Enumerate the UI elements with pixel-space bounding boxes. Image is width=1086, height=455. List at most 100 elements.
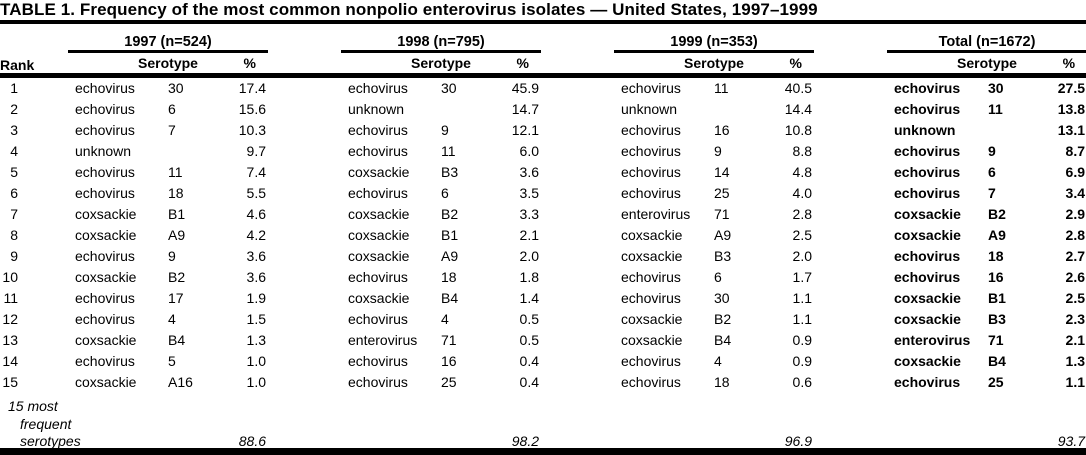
- serotype-name: echovirus: [75, 311, 135, 327]
- percent-cell: 14.7: [511, 101, 539, 117]
- serotype-name: coxsackie: [894, 227, 961, 243]
- column-gap: [268, 99, 341, 120]
- serotype-number: 16: [714, 122, 730, 138]
- column-gap: [814, 51, 887, 78]
- serotype-cell: echovirus 25: [887, 372, 1015, 393]
- percent-cell: 2.8: [1065, 227, 1086, 243]
- serotype-name: echovirus: [621, 185, 681, 201]
- percent-cell: 15.6: [238, 101, 266, 117]
- top-rule: [0, 20, 1086, 24]
- percent-cell: 0.5: [519, 332, 539, 348]
- rank-value: 10: [2, 269, 18, 285]
- percent-cell: 4.6: [246, 206, 266, 222]
- serotype-cell: coxsackie B1: [68, 204, 196, 225]
- serotype-cell: coxsackie B3: [887, 309, 1015, 330]
- rank-header: Rank: [0, 51, 68, 78]
- percent-cell: 9.7: [246, 143, 266, 159]
- rank-cell: 2: [0, 99, 68, 120]
- rank-value: 2: [10, 101, 18, 117]
- serotype-cell: enterovirus 71: [341, 330, 469, 351]
- column-gap: [814, 351, 887, 372]
- serotype-name: unknown: [621, 101, 678, 117]
- percent-cell: 2.8: [792, 206, 812, 222]
- serotype-cell: echovirus 9: [68, 246, 196, 267]
- column-gap: [541, 288, 614, 309]
- column-gap: [541, 51, 614, 78]
- rank-value: 7: [10, 206, 18, 222]
- group-colhead-1999: Serotype %: [614, 51, 814, 78]
- column-gap: [268, 28, 341, 52]
- rank-cell: 5: [0, 162, 68, 183]
- serotype-number: 18: [441, 269, 457, 285]
- column-gap: [814, 288, 887, 309]
- column-gap: [541, 246, 614, 267]
- rank-cell: 14: [0, 351, 68, 372]
- percent-cell: 2.0: [792, 248, 812, 264]
- serotype-cell: enterovirus 71: [887, 330, 1015, 351]
- serotype-name: coxsackie: [348, 164, 410, 180]
- percent-cell: 0.4: [519, 353, 539, 369]
- serotype-cell: echovirus 18: [341, 267, 469, 288]
- percent-cell: 14.4: [784, 101, 812, 117]
- serotype-cell: echovirus 4: [341, 309, 469, 330]
- serotype-cell: echovirus 4: [614, 351, 742, 372]
- percent-cell: 6.9: [1065, 164, 1086, 180]
- serotype-cell: echovirus 16: [614, 120, 742, 141]
- serotype-name: echovirus: [621, 374, 681, 390]
- serotype-cell: echovirus 25: [614, 183, 742, 204]
- rank-value: 14: [2, 353, 18, 369]
- column-gap: [814, 183, 887, 204]
- percent-cell: 4.0: [792, 185, 812, 201]
- serotype-number: 9: [441, 122, 449, 138]
- serotype-cell: echovirus 11: [614, 76, 742, 100]
- rank-cell: 8: [0, 225, 68, 246]
- serotype-number: 71: [441, 332, 457, 348]
- serotype-cell: echovirus 6: [887, 162, 1015, 183]
- serotype-number: B4: [988, 353, 1006, 369]
- serotype-name: enterovirus: [348, 332, 418, 348]
- column-gap: [541, 225, 614, 246]
- rank-cell: 1: [0, 76, 68, 100]
- serotype-name: coxsackie: [75, 332, 137, 348]
- serotype-cell: coxsackie B3: [614, 246, 742, 267]
- serotype-name: echovirus: [894, 269, 961, 285]
- column-gap: [541, 99, 614, 120]
- serotype-name: echovirus: [75, 290, 135, 306]
- group-colhead-total: Serotype %: [887, 51, 1086, 78]
- table-row: 13 coxsackie B4 1.3 enterovirus 71 0.5 cox…: [0, 330, 1086, 351]
- serotype-cell: echovirus 6: [341, 183, 469, 204]
- column-gap: [541, 76, 614, 100]
- serotype-number: B2: [988, 206, 1006, 222]
- column-gap: [541, 204, 614, 225]
- column-gap: [814, 120, 887, 141]
- serotype-name: echovirus: [621, 164, 681, 180]
- column-gap: [268, 51, 341, 78]
- column-gap: [814, 162, 887, 183]
- column-gap: [268, 120, 341, 141]
- rank-value: 1: [10, 80, 18, 96]
- serotype-number: A16: [168, 374, 193, 390]
- column-gap: [541, 351, 614, 372]
- column-gap: [814, 28, 887, 52]
- serotype-name: coxsackie: [348, 206, 410, 222]
- footer-label: serotypes: [20, 433, 81, 449]
- serotype-cell: echovirus 18: [887, 246, 1015, 267]
- serotype-cell: coxsackie A9: [68, 225, 196, 246]
- serotype-number: 6: [168, 101, 176, 117]
- frequency-table: 1997 (n=524) 1998 (n=795) 1999 (n=353) T…: [0, 28, 1086, 450]
- percent-cell: 1.9: [246, 290, 266, 306]
- serotype-number: B2: [714, 311, 732, 327]
- rank-value: 15: [2, 374, 18, 390]
- percent-cell: 2.6: [1065, 269, 1086, 285]
- percent-cell: 0.9: [792, 332, 812, 348]
- column-gap: [268, 183, 341, 204]
- serotype-number: 25: [988, 374, 1004, 390]
- serotype-cell: echovirus 17: [68, 288, 196, 309]
- percent-cell: 1.0: [246, 374, 266, 390]
- rank-cell: 9: [0, 246, 68, 267]
- serotype-name: echovirus: [894, 164, 961, 180]
- serotype-number: B1: [988, 290, 1006, 306]
- serotype-number: B4: [714, 332, 732, 348]
- serotype-name: echovirus: [348, 185, 408, 201]
